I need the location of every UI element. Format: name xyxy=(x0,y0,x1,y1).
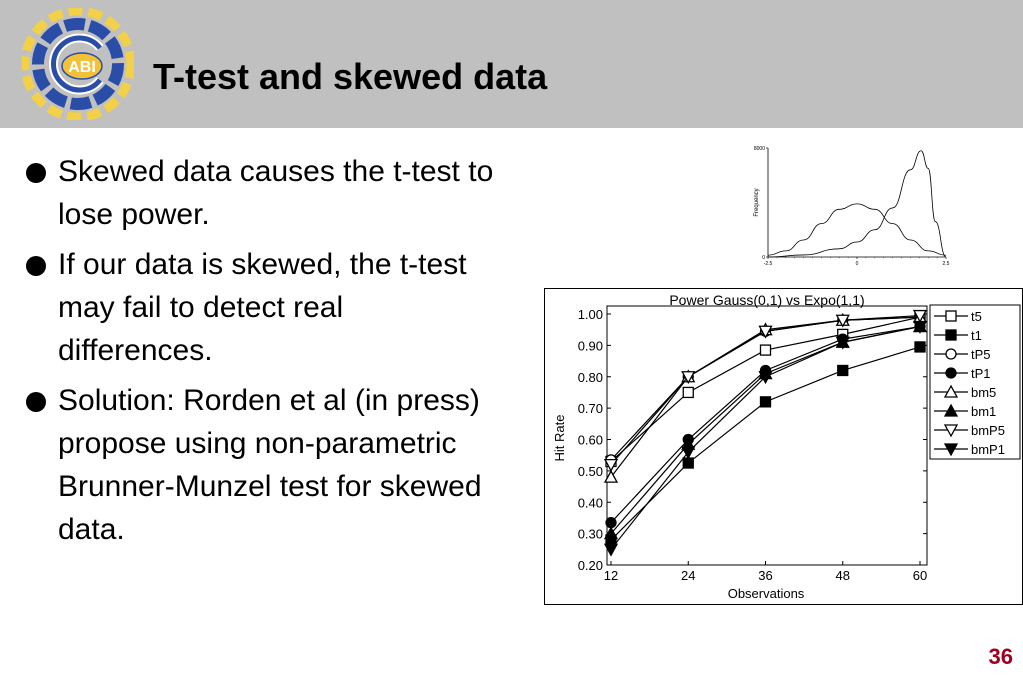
marker-triangle-down xyxy=(758,371,773,385)
x-tick-label: 48 xyxy=(836,568,850,583)
y-tick-label: 0.90 xyxy=(578,338,603,353)
legend-label: bmP5 xyxy=(971,423,1005,438)
marker-square xyxy=(759,396,772,408)
marker-triangle-down xyxy=(835,336,850,350)
slide-title: T-test and skewed data xyxy=(153,56,548,97)
marker-circle xyxy=(945,348,957,360)
marker-triangle-down xyxy=(943,443,959,457)
y-tick-label: 0.80 xyxy=(578,370,603,385)
marker-triangle-down xyxy=(943,424,959,438)
legend-label: t1 xyxy=(971,328,982,343)
distribution-curve-0 xyxy=(767,203,947,256)
marker-triangle-down xyxy=(912,309,928,323)
cabi-logo: ABI xyxy=(22,8,134,120)
chart-title: Power Gauss(0,1) vs Expo(1,1) xyxy=(669,292,864,308)
x-tick-label: 24 xyxy=(681,568,695,583)
series-t1 xyxy=(605,341,926,546)
legend-box xyxy=(929,304,1021,460)
x-axis-label: Observations xyxy=(728,586,805,601)
marker-square xyxy=(945,329,957,341)
legend-label: bmP1 xyxy=(971,442,1005,457)
marker-triangle-up xyxy=(943,403,959,417)
x-tick-label: 0 xyxy=(856,261,859,267)
x-tick-label: 12 xyxy=(604,568,618,583)
x-tick-label: 60 xyxy=(913,568,927,583)
legend: t5 t1 tP5 tP1 bm5 bm1 bmP5 bmP1 xyxy=(929,304,1021,460)
y-axis-label: Frequency xyxy=(754,188,760,216)
marker-triangle-up xyxy=(943,384,959,398)
y-tick-label: 0 xyxy=(762,255,765,261)
marker-triangle-down xyxy=(681,371,696,385)
slide-header: ABI T-test and skewed data xyxy=(0,0,1023,128)
marker-square xyxy=(759,344,772,356)
x-tick-label: 2.5 xyxy=(943,261,950,267)
x-tick-label: 36 xyxy=(758,568,772,583)
legend-label: tP1 xyxy=(971,366,991,381)
legend-label: t5 xyxy=(971,309,982,324)
legend-label: bm5 xyxy=(971,385,996,400)
marker-square xyxy=(682,457,694,469)
marker-square xyxy=(682,386,694,399)
distribution-curve-1 xyxy=(767,150,947,258)
y-tick-label: 0.60 xyxy=(578,433,603,448)
plot-area xyxy=(606,305,928,566)
bullet-text: If our data is skewed, the t-test may fa… xyxy=(58,248,467,367)
bullet-dot-icon xyxy=(26,163,46,183)
bullet-list: Skewed data causes the t-test to lose po… xyxy=(24,150,494,558)
y-tick-label: 1.00 xyxy=(578,307,603,322)
y-tick-label: 0.50 xyxy=(578,464,603,479)
y-tick-label: 0.20 xyxy=(578,558,603,573)
marker-triangle-down xyxy=(758,325,773,339)
series-bmP5 xyxy=(603,309,928,472)
bullet-dot-icon xyxy=(26,392,46,412)
bullet-dot-icon xyxy=(26,256,46,276)
power-chart: Power Gauss(0,1) vs Expo(1,1) 1.00 0.90 0.8… xyxy=(544,288,1023,605)
marker-square xyxy=(837,364,849,377)
series-bmP1 xyxy=(603,320,928,557)
logo-text: ABI xyxy=(68,59,96,76)
bullet-text: Solution: Rorden et al (in press) propos… xyxy=(58,384,482,546)
y-tick-label: 0.40 xyxy=(578,495,603,510)
page-number: 36 xyxy=(988,644,1013,669)
marker-triangle-down xyxy=(681,446,696,460)
y-tick-label: 0.70 xyxy=(578,401,603,416)
y-axis-label: Hit Rate xyxy=(552,415,567,462)
y-tick-label: 8000 xyxy=(754,146,765,152)
marker-triangle-down xyxy=(912,320,928,334)
marker-triangle-down xyxy=(603,543,619,557)
marker-square xyxy=(914,341,926,353)
marker-circle xyxy=(605,516,617,529)
marker-square xyxy=(945,310,957,322)
bullet-item: Skewed data causes the t-test to lose po… xyxy=(24,150,494,236)
bullet-text: Skewed data causes the t-test to lose po… xyxy=(58,155,494,231)
marker-triangle-up xyxy=(603,469,619,483)
marker-circle xyxy=(945,367,957,379)
bullet-item: If our data is skewed, the t-test may fa… xyxy=(24,243,494,372)
bullet-item: Solution: Rorden et al (in press) propos… xyxy=(24,379,494,551)
marker-triangle-down xyxy=(603,458,619,472)
marker-triangle-down xyxy=(835,314,850,328)
y-tick-label: 0.30 xyxy=(578,527,603,542)
legend-label: tP5 xyxy=(971,347,991,362)
marker-triangle-up xyxy=(603,526,619,540)
legend-label: bm1 xyxy=(971,404,996,419)
x-tick-label: -2.5 xyxy=(764,261,773,267)
